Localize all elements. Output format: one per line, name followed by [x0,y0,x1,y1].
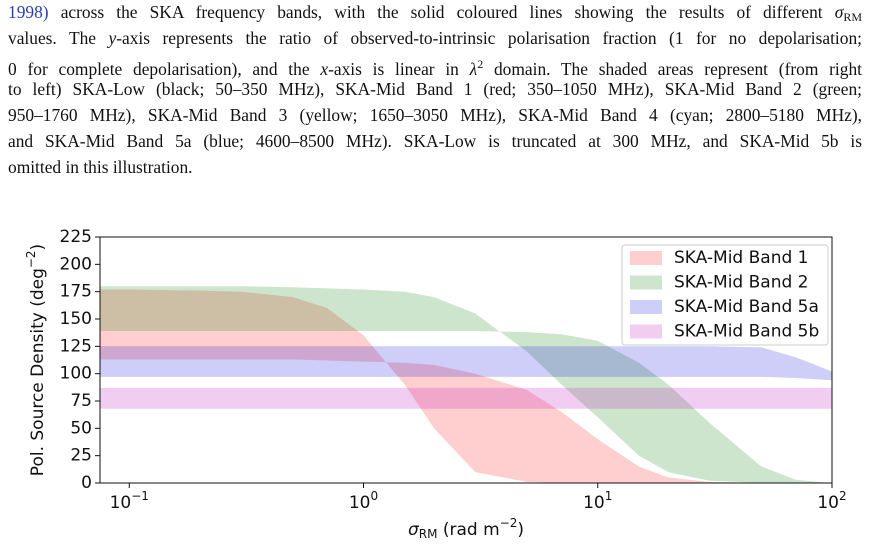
x-tick-label: 101 [583,489,612,514]
legend-label: SKA-Mid Band 5b [674,322,819,342]
x-tick-label: 100 [349,489,378,514]
tick-exponent: 2 [839,489,847,503]
tick-base: 10 [110,493,132,513]
script: −2 [500,516,518,530]
y-tick-label: 125 [60,336,92,356]
text: 2 [477,56,484,71]
tick-base: 10 [817,493,839,513]
caption-line: and SKA-Mid Band 5a (blue; 4600–8500 MHz… [8,131,862,151]
text: y [108,27,117,48]
text: λ [469,58,478,79]
band-area [100,387,832,409]
text: domain. The shaded areas represent (from… [483,58,862,79]
tick-exponent: −1 [131,489,149,503]
text: ) [28,244,48,251]
y-tick-label: 200 [60,254,92,274]
text: ) [517,520,524,540]
text: to left) SKA-Low (black; 50–350 MHz), SK… [8,79,862,100]
legend-swatch [630,300,662,314]
y-tick-label: 25 [70,446,92,466]
tick-exponent: 1 [605,489,613,503]
caption-line: 950–1760 MHz), SKA-Mid Band 3 (yellow; 1… [8,105,862,125]
tick-exponent: 0 [371,489,379,503]
y-tick-label: 0 [81,473,92,493]
band-area [100,286,832,483]
y-tick-label: 225 [60,227,92,247]
legend-swatch [630,251,662,265]
text: values. The [8,27,109,48]
text: 950–1760 MHz), SKA-Mid Band 3 (yellow; 1… [8,105,862,126]
citation-link[interactable]: 1998) [8,2,49,22]
y-tick-label: 75 [70,391,92,411]
caption-line: 0 for complete depolarisation), and the … [8,54,862,79]
text: σ [408,520,420,540]
text: (rad m [437,520,499,540]
legend-box [621,244,829,346]
caption-line: 1998) across the SKA frequency bands, wi… [8,2,862,27]
legend-swatch [630,275,662,290]
text: and SKA-Mid Band 5a (blue; 4600–8500 MHz… [8,131,862,151]
caption-line: values. The y-axis represents the ratio … [8,28,862,48]
text: 0 for complete depolarisation), and the [8,58,321,79]
y-tick-label: 100 [60,364,92,384]
text: x [320,58,329,79]
band-area [100,346,832,381]
text: Pol. Source Density (deg [28,268,48,476]
caption-line: to left) SKA-Low (black; 50–350 MHz), SK… [8,79,862,99]
text: across the SKA frequency bands, with the… [48,2,835,22]
legend-swatch [630,324,662,339]
text: -axis is linear in [328,58,470,79]
script: −2 [24,250,38,268]
x-tick-label: 102 [817,489,846,514]
x-tick-label: 10−1 [110,489,149,514]
legend-label: SKA-Mid Band 1 [674,248,808,268]
band-area [100,289,832,483]
text: RM [843,10,862,24]
y-tick-label: 150 [60,309,92,329]
script: RM [419,527,438,541]
tick-base: 10 [583,493,605,513]
y-axis-label: Pol. Source Density (deg−2) [24,244,49,476]
text: σ [834,2,844,22]
text: omitted in this illustration. [8,156,193,177]
x-axis-label: σRM (rad m−2) [408,516,524,541]
legend-label: SKA-Mid Band 5a [674,297,819,317]
tick-base: 10 [349,493,371,513]
caption-line: omitted in this illustration. [8,157,862,177]
text: -axis represents the ratio of observed-t… [116,27,862,48]
legend-label: SKA-Mid Band 2 [674,273,808,293]
y-tick-label: 50 [70,418,92,438]
plot-frame [99,236,833,484]
y-tick-label: 175 [60,282,92,302]
